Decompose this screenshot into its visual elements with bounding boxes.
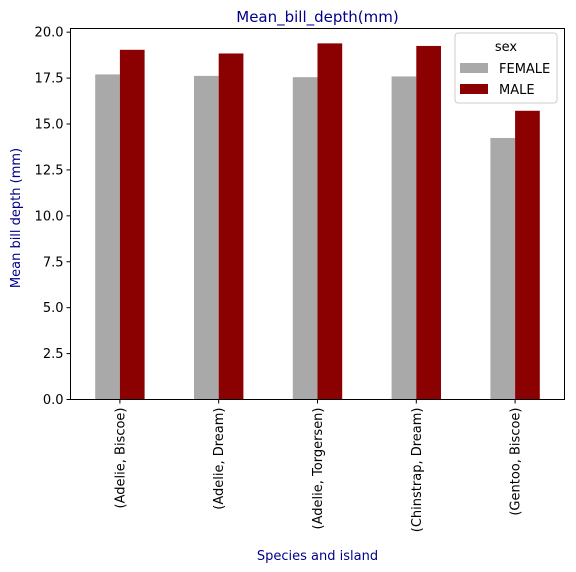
bar-male-2 [317, 43, 343, 400]
bar-female-3 [391, 76, 417, 400]
bar-male-4 [515, 110, 540, 400]
y-axis-ticks: 0.0 2.5 5.0 7.5 10.0 12.5 15.0 17.5 20.0 [35, 26, 71, 408]
bar-female-4 [490, 137, 516, 400]
legend-label-female: FEMALE [499, 62, 550, 77]
bar-female-0 [95, 74, 120, 400]
y-tick-label-0: 0.0 [43, 393, 64, 408]
bar-male-1 [218, 53, 244, 400]
legend-title: sex [495, 40, 518, 55]
bars-group [95, 43, 540, 400]
x-axis-label: Species and island [257, 549, 378, 564]
x-tick-label-4: (Gentoo, Biscoe) [509, 408, 524, 516]
bar-female-1 [194, 75, 219, 400]
y-tick-label-2: 5.0 [43, 301, 64, 316]
x-tick-label-2: (Adelie, Torgersen) [311, 408, 326, 530]
legend-label-male: MALE [499, 83, 535, 98]
y-tick-label-5: 12.5 [35, 163, 64, 178]
legend-swatch-male [460, 84, 488, 94]
y-tick-label-8: 20.0 [35, 26, 64, 41]
y-axis-label: Mean bill depth (mm) [9, 148, 24, 288]
bar-female-2 [292, 77, 318, 400]
x-tick-label-1: (Adelie, Dream) [212, 408, 227, 510]
chart-title: Mean_bill_depth(mm) [236, 8, 398, 27]
x-tick-label-3: (Chinstrap, Dream) [410, 408, 425, 533]
legend-swatch-female [460, 63, 488, 73]
y-tick-label-4: 10.0 [35, 209, 64, 224]
bar-male-0 [119, 49, 145, 400]
y-tick-label-6: 15.0 [35, 118, 64, 133]
x-tick-label-0: (Adelie, Biscoe) [113, 408, 128, 509]
legend: sex FEMALE MALE [454, 32, 558, 104]
y-tick-label-1: 2.5 [43, 347, 64, 362]
bar-male-3 [416, 45, 441, 400]
x-axis-ticks: (Adelie, Biscoe) (Adelie, Dream) (Adelie, … [113, 399, 524, 533]
y-tick-label-3: 7.5 [43, 255, 64, 270]
plot-frame [70, 28, 565, 400]
y-tick-label-7: 17.5 [35, 72, 64, 87]
